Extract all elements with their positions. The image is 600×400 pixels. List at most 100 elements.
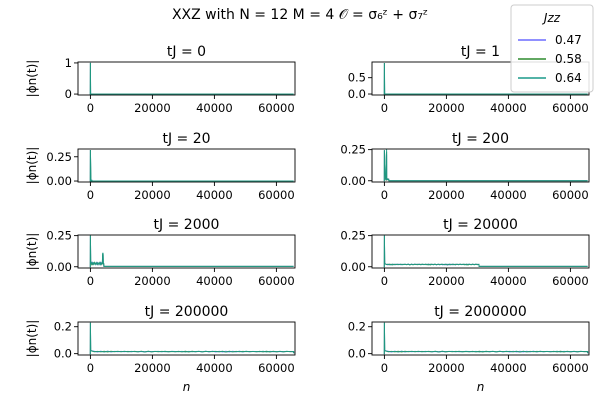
y-axis-label: |ϕn(t)| xyxy=(25,60,39,98)
subplot-title: tJ = 20 xyxy=(162,131,210,147)
x-tick-label: 60000 xyxy=(258,101,295,115)
x-tick-label: 20000 xyxy=(428,361,465,375)
x-tick-label: 20000 xyxy=(134,274,171,288)
x-tick-label: 60000 xyxy=(258,361,295,375)
legend: Jzz 0.47 0.58 0.64 xyxy=(510,4,594,93)
legend-entry: 0.58 xyxy=(518,52,582,66)
y-tick-label: 0.25 xyxy=(46,229,72,243)
series-line-0_47 xyxy=(89,149,294,183)
figure-title: XXZ with N = 12 M = 4 𝒪 = σ₆ᶻ + σ₇ᶻ xyxy=(172,7,428,23)
axes-frame xyxy=(371,321,590,356)
series-line-0_58 xyxy=(89,322,295,355)
subplot-grid: tJ = 0 0 1 0 20000 40000 60000 |ϕn(t)| tJ = 1 0.0… xyxy=(25,44,590,394)
y-tick-label: 0.2 xyxy=(54,320,72,334)
series-line-0_47 xyxy=(383,322,589,355)
x-tick-label: 60000 xyxy=(552,361,589,375)
axes-frame xyxy=(371,234,590,269)
x-tick-label: 20000 xyxy=(134,361,171,375)
x-tick-label: 0 xyxy=(381,188,388,202)
x-tick-label: 60000 xyxy=(552,188,589,202)
x-tick-label: 40000 xyxy=(490,361,527,375)
x-tick-label: 20000 xyxy=(134,101,171,115)
series-line-0_47 xyxy=(89,322,295,355)
x-axis-label: n xyxy=(477,380,485,394)
x-tick-label: 40000 xyxy=(490,274,527,288)
x-tick-label: 20000 xyxy=(428,274,465,288)
axes-frame xyxy=(77,148,296,183)
x-tick-label: 0 xyxy=(87,361,94,375)
subplot-6: tJ = 20000 0.00 0.25 0 20000 40000 60000 xyxy=(340,217,590,288)
series-line-0_47 xyxy=(89,62,294,95)
x-tick-label: 0 xyxy=(87,101,94,115)
legend-label: 0.47 xyxy=(555,33,582,47)
y-tick-label: 0.00 xyxy=(46,174,72,188)
axes-frame xyxy=(77,321,296,356)
x-tick-label: 60000 xyxy=(258,274,295,288)
subplot-title: tJ = 20000 xyxy=(443,217,518,233)
legend-entry: 0.64 xyxy=(518,71,582,85)
series-line-0_58 xyxy=(383,150,588,182)
legend-entries: 0.47 0.58 0.64 xyxy=(518,33,582,85)
series-line-0_47 xyxy=(383,150,588,182)
axes-frame xyxy=(371,148,590,183)
series-line-0_64 xyxy=(383,235,588,268)
y-axis-label: |ϕn(t)| xyxy=(25,320,39,358)
x-tick-label: 60000 xyxy=(552,274,589,288)
series-line-0_64 xyxy=(89,322,295,355)
series-line-0_64 xyxy=(383,322,589,355)
series-line-0_58 xyxy=(89,149,294,183)
x-tick-label: 40000 xyxy=(490,188,527,202)
legend-frame xyxy=(510,4,594,93)
subplot-4: tJ = 200 0.00 0.25 0 20000 40000 60000 xyxy=(340,131,590,202)
series-line-0_64 xyxy=(89,62,294,95)
series-line-0_58 xyxy=(383,235,588,268)
subplot-5: tJ = 2000 0.00 0.25 0 20000 40000 60000 |ϕn(t)| xyxy=(25,217,296,288)
series-line-0_58 xyxy=(89,235,294,268)
subplot-1: tJ = 0 0 1 0 20000 40000 60000 |ϕn(t)| xyxy=(25,44,296,115)
x-tick-label: 40000 xyxy=(490,101,527,115)
y-tick-label: 0.5 xyxy=(348,71,366,85)
legend-entry: 0.47 xyxy=(518,33,582,47)
y-tick-label: 0.2 xyxy=(348,320,366,334)
x-axis-label: n xyxy=(183,380,191,394)
y-tick-label: 0.00 xyxy=(340,260,366,274)
axes-frame xyxy=(77,61,296,96)
x-tick-label: 40000 xyxy=(196,274,233,288)
subplot-7: tJ = 200000 0.0 0.2 0 20000 40000 60000 |ϕn(t)|… xyxy=(25,304,296,394)
x-tick-label: 40000 xyxy=(196,188,233,202)
y-tick-label: 0.0 xyxy=(348,347,366,361)
x-tick-label: 0 xyxy=(87,274,94,288)
y-axis-label: |ϕn(t)| xyxy=(25,147,39,185)
subplot-title: tJ = 2000 xyxy=(154,217,220,233)
series-line-0_47 xyxy=(89,235,294,268)
x-tick-label: 0 xyxy=(381,361,388,375)
legend-label: 0.64 xyxy=(555,71,582,85)
x-tick-label: 40000 xyxy=(196,101,233,115)
subplot-title: tJ = 1 xyxy=(461,44,500,60)
series-line-0_58 xyxy=(89,62,294,95)
series-line-0_47 xyxy=(383,235,588,268)
series-line-0_64 xyxy=(383,62,588,95)
x-tick-label: 20000 xyxy=(428,188,465,202)
subplot-title: tJ = 0 xyxy=(167,44,206,60)
x-tick-label: 60000 xyxy=(552,101,589,115)
y-tick-label: 0.0 xyxy=(348,87,366,101)
subplot-title: tJ = 200000 xyxy=(145,304,229,320)
legend-title: Jzz xyxy=(542,11,561,25)
series-line-0_64 xyxy=(89,149,294,183)
y-tick-label: 1 xyxy=(65,56,72,70)
x-tick-label: 0 xyxy=(381,274,388,288)
y-tick-label: 0.25 xyxy=(340,229,366,243)
y-tick-label: 0.25 xyxy=(340,143,366,157)
subplot-title: tJ = 200 xyxy=(452,131,509,147)
x-tick-label: 60000 xyxy=(258,188,295,202)
x-tick-label: 0 xyxy=(87,188,94,202)
y-tick-label: 0.0 xyxy=(54,347,72,361)
series-line-0_64 xyxy=(89,235,294,268)
legend-label: 0.58 xyxy=(555,52,582,66)
series-line-0_64 xyxy=(383,149,588,182)
y-tick-label: 0.00 xyxy=(46,260,72,274)
x-tick-label: 40000 xyxy=(196,361,233,375)
x-tick-label: 20000 xyxy=(134,188,171,202)
